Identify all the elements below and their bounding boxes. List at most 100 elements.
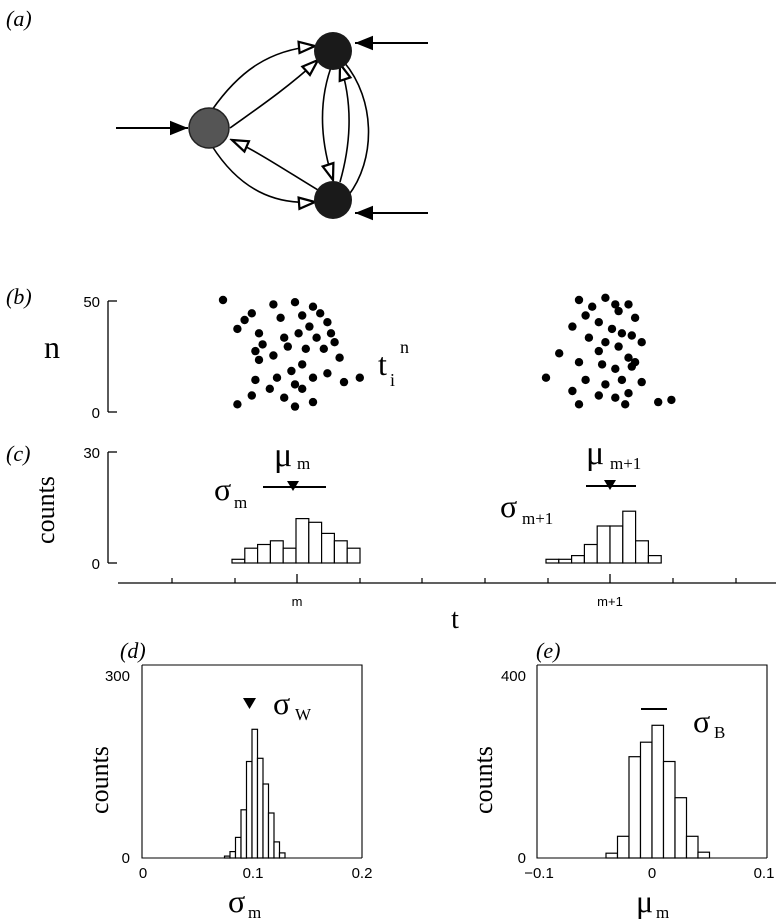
panel-a-label: (a) xyxy=(6,6,32,31)
sigma-w-base: σ xyxy=(273,685,290,721)
spike-dot xyxy=(294,329,303,338)
network-diagram xyxy=(116,32,428,221)
spike-dot xyxy=(584,333,594,342)
sigma-m1-sub: m+1 xyxy=(522,509,553,528)
spike-time-label: t i n xyxy=(378,337,409,390)
spike-dot xyxy=(240,315,249,325)
spike-dot xyxy=(272,373,282,382)
histogram-bar xyxy=(639,741,653,859)
spike-dot xyxy=(637,338,646,347)
spike-dot xyxy=(594,391,603,400)
spike-dot xyxy=(601,293,610,302)
spike-dot xyxy=(290,402,300,411)
histogram-bar xyxy=(558,558,573,564)
spike-dot xyxy=(298,311,307,320)
spike-dot xyxy=(624,300,633,309)
panel-d-frame xyxy=(141,664,363,859)
spike-dot xyxy=(624,353,633,362)
coupling-arc-left-top-outer xyxy=(211,46,315,111)
mu-m1-sub: m+1 xyxy=(610,454,641,473)
spike-dot xyxy=(654,397,663,407)
spike-time-sub: i xyxy=(390,370,395,390)
spike-dot xyxy=(269,351,278,360)
spike-dot xyxy=(574,358,584,367)
histogram-bar xyxy=(278,852,286,859)
time-tick-label-m1: m+1 xyxy=(597,594,623,609)
spike-dot xyxy=(301,344,310,353)
spike-dot xyxy=(630,313,640,322)
panel-e-xlabel-sub: m xyxy=(656,903,669,922)
spike-dot xyxy=(269,300,278,309)
spike-dot xyxy=(254,329,264,338)
histogram-bar xyxy=(674,797,688,859)
spike-raster-right xyxy=(541,293,676,409)
spike-dot xyxy=(637,377,646,387)
panel-c-ytick-label-30: 30 xyxy=(83,445,100,462)
histogram-bar xyxy=(346,547,361,564)
spike-dot xyxy=(624,389,633,398)
spike-dot xyxy=(581,375,590,385)
sigma-b-marker-group: σ B xyxy=(641,703,725,742)
panel-c-label: (c) xyxy=(6,441,30,466)
spike-dot xyxy=(611,364,620,373)
spike-dot xyxy=(355,373,364,382)
sigma-b-sub: B xyxy=(714,723,725,742)
panel-b-ylabel: n xyxy=(44,329,60,365)
histogram-bar xyxy=(570,554,585,564)
coupling-arc-bottom-top xyxy=(340,64,349,183)
spike-dot xyxy=(339,377,349,387)
spike-dot xyxy=(323,369,332,378)
histogram-e xyxy=(605,724,711,859)
histogram-bar xyxy=(273,841,281,859)
mu-m1-marker xyxy=(604,480,616,490)
coupling-arc-left-top-inner xyxy=(229,60,318,129)
panel-d-xtick-label-02: 0.2 xyxy=(352,865,373,882)
histogram-bar xyxy=(251,728,259,859)
time-axis-label: t xyxy=(451,604,459,635)
time-axis: m m+1 t xyxy=(118,574,776,635)
histogram-bar xyxy=(634,540,649,564)
spike-dot xyxy=(594,346,603,356)
spike-dot xyxy=(290,380,300,389)
histogram-bar xyxy=(647,554,662,564)
spike-dot xyxy=(308,397,318,407)
spike-dot xyxy=(594,318,603,327)
spike-dot xyxy=(614,342,623,351)
panel-d-label: (d) xyxy=(120,638,146,663)
mu-m-marker xyxy=(287,481,299,491)
spike-dot xyxy=(280,333,289,342)
panel-b-ytick-label-0: 0 xyxy=(92,405,100,422)
panel-e-ytick-label-0: 0 xyxy=(518,850,526,867)
histogram-c-left xyxy=(231,517,361,564)
spike-dot xyxy=(233,324,242,334)
spike-dot xyxy=(541,373,551,382)
histogram-bar xyxy=(583,543,598,564)
coupling-arc-left-bottom xyxy=(211,145,315,202)
histogram-bar xyxy=(282,547,297,564)
spike-dot xyxy=(233,400,242,409)
histogram-bar xyxy=(697,851,711,859)
panel-e-ylabel: counts xyxy=(469,746,498,814)
sigma-m-sub: m xyxy=(234,493,247,512)
panel-d-xlabel-sub: m xyxy=(248,903,261,922)
spike-dot xyxy=(574,400,584,409)
histogram-c-right xyxy=(545,510,662,564)
spike-dot xyxy=(568,322,577,331)
panel-b-yaxis: 50 0 xyxy=(83,294,117,422)
panel-e-axes: 400 0 −0.1 0 0.1 μ m xyxy=(501,664,774,922)
node-bottom xyxy=(314,181,352,219)
panel-e-xtick-label-0: 0 xyxy=(648,865,656,882)
spike-dot xyxy=(607,324,617,334)
sigma-w-marker-group: σ W xyxy=(243,685,312,724)
spike-dot xyxy=(316,309,325,318)
sigma-m-base: σ xyxy=(214,471,231,507)
histogram-bar xyxy=(333,540,348,564)
spike-time-sup: n xyxy=(400,337,409,357)
panel-e-label: (e) xyxy=(536,638,560,663)
spike-time-base: t xyxy=(378,346,387,382)
histogram-bar xyxy=(262,783,270,859)
spike-dot xyxy=(330,338,339,347)
spike-dot xyxy=(326,329,336,338)
panel-e-ytick-label-400: 400 xyxy=(501,668,526,685)
